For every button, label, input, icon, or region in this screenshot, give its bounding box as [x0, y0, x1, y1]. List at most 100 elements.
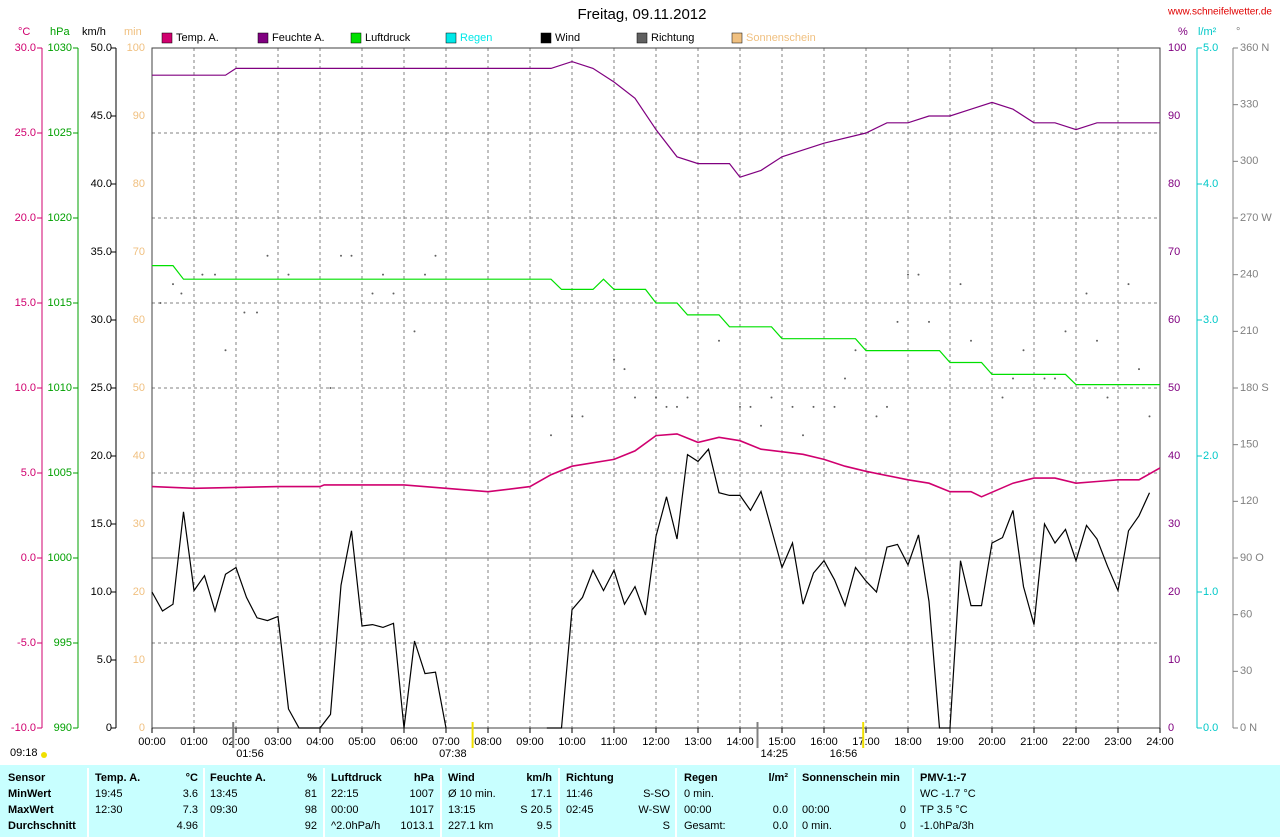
y-tick-label: 80: [133, 178, 145, 190]
event-label: 01:56: [236, 748, 264, 760]
y-tick-label: 80: [1168, 178, 1180, 190]
direction-dot: [266, 254, 269, 257]
chart-title: Freitag, 09.11.2012: [578, 6, 707, 23]
y-tick-label: 20.0: [91, 450, 112, 462]
series-line: [151, 447, 1151, 729]
y-tick-label: 5.0: [97, 654, 112, 666]
direction-dot: [896, 320, 899, 323]
x-tick-label: 17:00: [852, 736, 880, 748]
table-cell: 00:00: [684, 804, 712, 816]
y-tick-label: 1010: [48, 382, 72, 394]
direction-dot: [329, 387, 332, 389]
direction-dot: [613, 358, 615, 361]
x-tick-label: 01:00: [180, 736, 208, 748]
direction-dot: [256, 311, 258, 314]
x-tick-label: 21:00: [1020, 736, 1048, 748]
y-tick-label: 30: [1168, 518, 1180, 530]
table-cell: 13:15: [448, 804, 476, 816]
y-tick-label: 60: [1240, 609, 1252, 621]
table-cell: 02:45: [566, 804, 594, 816]
x-tick-label: 23:00: [1104, 736, 1132, 748]
direction-dot: [970, 339, 972, 342]
y-tick-label: 1000: [48, 552, 72, 564]
y-tick-label: 35.0: [91, 246, 112, 258]
y-tick-label: 50: [133, 382, 145, 394]
table-cell: 11:46: [566, 788, 593, 800]
x-tick-label: 04:00: [306, 736, 334, 748]
legend-label: Feuchte A.: [272, 32, 325, 44]
y-tick-label: 70: [1168, 246, 1180, 258]
direction-dot: [1148, 415, 1151, 418]
direction-dot: [634, 396, 636, 399]
direction-dot: [749, 405, 752, 408]
x-tick-label: 05:00: [348, 736, 376, 748]
direction-dot: [676, 405, 678, 408]
y-tick-label: 995: [54, 637, 72, 649]
direction-dot: [1106, 396, 1109, 399]
direction-dot: [1054, 377, 1056, 380]
y-tick-label: 45.0: [91, 110, 112, 122]
direction-dot: [1064, 330, 1067, 333]
y-tick-label: 1025: [48, 127, 72, 139]
y-tick-label: 15.0: [91, 518, 112, 530]
legend-label: Luftdruck: [365, 32, 411, 44]
y-tick-label: 150: [1240, 439, 1258, 451]
direction-dot: [833, 405, 836, 408]
direction-dot: [287, 273, 290, 276]
axis-unit: %: [1178, 26, 1188, 38]
table-cell: W-SW: [638, 804, 670, 816]
table-row-label: Durchschnitt: [8, 820, 76, 832]
y-tick-label: 0.0: [21, 552, 36, 564]
direction-dot: [739, 405, 741, 408]
y-tick-label: 1015: [48, 297, 72, 309]
y-tick-label: 120: [1240, 495, 1258, 507]
direction-dot: [350, 254, 353, 257]
y-tick-label: 5.0: [1203, 42, 1218, 54]
legend-label: Sonnenschein: [746, 32, 816, 44]
sun-icon: [41, 752, 47, 758]
timestamp: 09:18: [10, 747, 38, 759]
table-header-unit: l/m²: [768, 772, 788, 784]
y-tick-label: 90: [133, 110, 145, 122]
direction-dot: [172, 283, 174, 286]
direction-dot: [434, 254, 437, 257]
table-header: Sensor: [8, 772, 46, 784]
x-tick-label: 24:00: [1146, 736, 1174, 748]
series-line: [152, 265, 1160, 386]
y-tick-label: 270 W: [1240, 212, 1272, 224]
y-tick-label: 1005: [48, 467, 72, 479]
direction-dot: [718, 339, 720, 342]
table-cell: 17.1: [531, 788, 552, 800]
table-cell: 0.0: [773, 820, 788, 832]
table-cell: S-SO: [643, 788, 670, 800]
x-tick-label: 22:00: [1062, 736, 1090, 748]
table-cell: 13:45: [210, 788, 238, 800]
direction-dot: [1127, 283, 1130, 286]
table-cell: 3.6: [183, 788, 198, 800]
y-tick-label: 30: [133, 518, 145, 530]
table-cell: Gesamt:: [684, 820, 726, 832]
direction-dot: [159, 302, 162, 304]
y-tick-label: 330: [1240, 99, 1258, 111]
direction-dot: [886, 405, 888, 408]
y-tick-label: 90: [1168, 110, 1180, 122]
y-tick-label: -5.0: [17, 637, 36, 649]
y-tick-label: 990: [54, 722, 72, 734]
table-header: PMV-1:-7: [920, 772, 966, 784]
y-tick-label: 0: [139, 722, 145, 734]
event-label: 07:38: [439, 748, 467, 760]
legend-swatch: [161, 32, 173, 44]
y-tick-label: 5.0: [21, 467, 36, 479]
direction-dot: [1096, 339, 1098, 342]
table-cell: 22:15: [331, 788, 359, 800]
table-cell: 00:00: [802, 804, 830, 816]
direction-dot: [413, 330, 416, 333]
x-tick-label: 12:00: [642, 736, 670, 748]
table-cell: 00:00: [331, 804, 359, 816]
x-tick-label: 18:00: [894, 736, 922, 748]
table-cell: -1.0hPa/3h: [920, 820, 974, 832]
y-tick-label: 70: [133, 246, 145, 258]
axis-unit: hPa: [50, 26, 70, 38]
